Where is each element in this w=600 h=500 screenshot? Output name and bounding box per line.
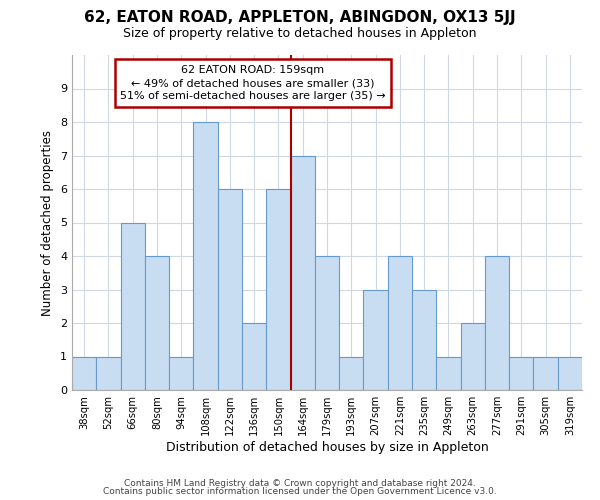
Bar — [436, 356, 461, 390]
Bar — [193, 122, 218, 390]
Y-axis label: Number of detached properties: Number of detached properties — [41, 130, 55, 316]
Bar — [96, 356, 121, 390]
Bar — [72, 356, 96, 390]
Bar — [242, 323, 266, 390]
Text: 62, EATON ROAD, APPLETON, ABINGDON, OX13 5JJ: 62, EATON ROAD, APPLETON, ABINGDON, OX13… — [84, 10, 516, 25]
Bar — [461, 323, 485, 390]
Bar — [121, 222, 145, 390]
Bar — [388, 256, 412, 390]
Text: 62 EATON ROAD: 159sqm
← 49% of detached houses are smaller (33)
51% of semi-deta: 62 EATON ROAD: 159sqm ← 49% of detached … — [120, 65, 386, 102]
Bar — [169, 356, 193, 390]
Bar — [509, 356, 533, 390]
Bar — [145, 256, 169, 390]
Bar — [533, 356, 558, 390]
Bar — [364, 290, 388, 390]
Bar — [290, 156, 315, 390]
Bar — [412, 290, 436, 390]
Bar — [558, 356, 582, 390]
Bar — [315, 256, 339, 390]
X-axis label: Distribution of detached houses by size in Appleton: Distribution of detached houses by size … — [166, 441, 488, 454]
Text: Contains HM Land Registry data © Crown copyright and database right 2024.: Contains HM Land Registry data © Crown c… — [124, 478, 476, 488]
Bar — [218, 189, 242, 390]
Bar — [485, 256, 509, 390]
Text: Size of property relative to detached houses in Appleton: Size of property relative to detached ho… — [123, 28, 477, 40]
Text: Contains public sector information licensed under the Open Government Licence v3: Contains public sector information licen… — [103, 487, 497, 496]
Bar — [266, 189, 290, 390]
Bar — [339, 356, 364, 390]
